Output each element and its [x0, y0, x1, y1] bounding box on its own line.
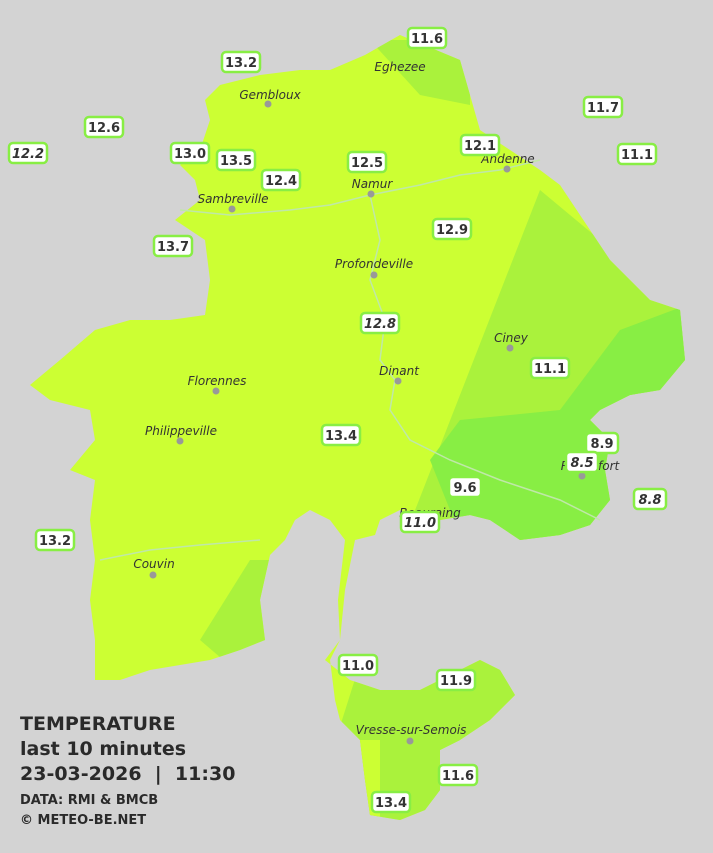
station-box	[320, 423, 362, 447]
station-box	[459, 133, 501, 157]
station-value: 12.6	[88, 121, 120, 136]
city-dot	[212, 387, 220, 395]
station-value: 8.5	[570, 456, 593, 471]
station-box	[260, 168, 302, 192]
station-value: 13.7	[157, 240, 189, 255]
legend-datetime: 23-03-2026 | 11:30	[20, 763, 235, 785]
station-box	[529, 356, 571, 380]
station-value: 13.2	[39, 534, 71, 549]
station-box	[337, 653, 379, 677]
city-name: Namur	[352, 177, 394, 191]
station-box	[431, 217, 473, 241]
station-value: 13.4	[375, 796, 407, 811]
city-name: Couvin	[133, 557, 174, 571]
station-box	[564, 450, 600, 474]
station-value: 11.6	[411, 32, 443, 47]
city-name: Florennes	[188, 374, 247, 388]
station-value: 13.0	[174, 147, 206, 162]
station-value: 11.1	[621, 148, 653, 163]
labels: EghezeeGemblouxAndenneNamurSambrevillePr…	[7, 26, 668, 814]
station-value: 8.8	[638, 493, 661, 508]
city-dot	[228, 205, 236, 213]
station-box	[437, 763, 479, 787]
station-box	[34, 528, 76, 552]
station-box	[370, 790, 412, 814]
station-box	[616, 142, 658, 166]
city-name: Dinant	[379, 364, 420, 378]
station-value: 13.2	[225, 56, 257, 71]
station-box	[169, 141, 211, 165]
station-value: 11.0	[404, 516, 436, 531]
station-box	[584, 431, 620, 455]
zone-mild	[370, 40, 470, 105]
city-name: Sambreville	[197, 192, 268, 206]
station-box	[83, 115, 125, 139]
station-box	[346, 150, 388, 174]
station-box	[582, 95, 624, 119]
city-name: Gembloux	[239, 88, 301, 102]
city-dot	[149, 571, 157, 579]
city-name: Philippeville	[145, 424, 217, 438]
station-value: 11.1	[534, 362, 566, 377]
city-dot	[264, 100, 272, 108]
city-dot	[503, 165, 511, 173]
station-value: 9.6	[453, 481, 476, 496]
station-value: 12.4	[265, 174, 297, 189]
station-value: 8.9	[590, 437, 613, 452]
city-dot	[370, 271, 378, 279]
legend-source: DATA: RMI & BMCB	[20, 793, 158, 808]
legend-heading: TEMPERATURE	[20, 713, 176, 735]
city-dot	[578, 472, 586, 480]
station-box	[435, 668, 477, 692]
station-box	[359, 311, 401, 335]
city-dot	[176, 437, 184, 445]
station-box	[220, 50, 262, 74]
station-value: 12.9	[436, 223, 468, 238]
station-box	[7, 141, 49, 165]
station-value: 13.5	[220, 154, 252, 169]
city-name: Ciney	[494, 331, 529, 345]
station-value: 12.2	[12, 147, 44, 162]
station-value: 12.8	[364, 317, 396, 332]
station-value: 11.0	[342, 659, 374, 674]
station-box	[447, 475, 483, 499]
city-name: Eghezee	[374, 60, 425, 74]
station-value: 11.7	[587, 101, 619, 116]
legend-credit: © METEO-BE.NET	[20, 813, 146, 828]
city-name: Profondeville	[335, 257, 413, 271]
station-box	[632, 487, 668, 511]
station-box	[152, 234, 194, 258]
city-dot	[406, 737, 414, 745]
station-value: 11.6	[442, 769, 474, 784]
station-box	[399, 510, 441, 534]
station-box	[215, 148, 257, 172]
station-box	[406, 26, 448, 50]
city-dot	[394, 377, 402, 385]
zone-warm	[360, 740, 380, 820]
city-name: Vresse-sur-Semois	[356, 723, 467, 737]
city-dot	[367, 190, 375, 198]
station-value: 11.9	[440, 674, 472, 689]
legend-period: last 10 minutes	[20, 738, 186, 760]
station-value: 13.4	[325, 429, 357, 444]
city-dot	[506, 344, 514, 352]
station-value: 12.1	[464, 139, 496, 154]
station-value: 12.5	[351, 156, 383, 171]
